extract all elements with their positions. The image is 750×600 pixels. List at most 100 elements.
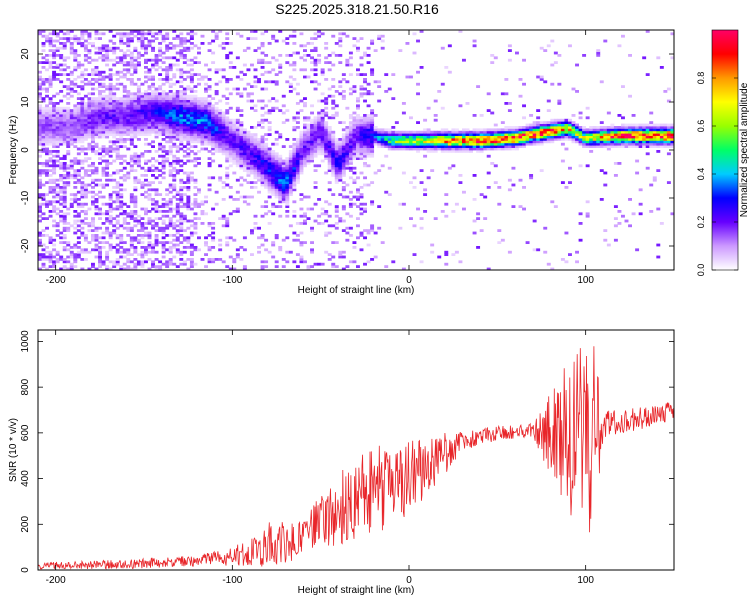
spectrogram-cell (278, 63, 283, 67)
spectrogram-cell (87, 224, 92, 228)
spectrogram-cell (320, 99, 325, 103)
spectrogram-cell (200, 210, 205, 213)
spectrogram-cell (83, 126, 88, 129)
spectrogram-cell (260, 87, 265, 91)
spectrogram-cell (405, 142, 410, 146)
spectrogram-cell (140, 102, 145, 105)
spectrogram-cell (274, 162, 279, 165)
spectrogram-cell (126, 99, 131, 103)
spectrogram-cell (211, 138, 216, 141)
spectrogram-cell (133, 97, 138, 100)
spectrogram-cell (147, 231, 152, 235)
spectrogram-cell (108, 85, 113, 88)
spectrogram-cell (356, 154, 360, 158)
spectrogram-cell (80, 258, 85, 261)
spectrogram-cell (228, 142, 233, 146)
spectrogram-cell (76, 106, 81, 110)
spectrogram-cell (101, 135, 106, 139)
spectrogram-cell (274, 166, 279, 170)
spectrogram-cell (147, 234, 152, 237)
spectrogram-cell (186, 219, 191, 223)
spectrogram-cell (165, 260, 170, 264)
spectrogram-cell (172, 123, 177, 127)
spectrogram-cell (207, 138, 212, 141)
spectrogram-cell (207, 135, 212, 139)
spectrogram-cell (168, 116, 173, 120)
spectrogram-cell (299, 162, 304, 165)
spectrogram-cell (186, 135, 191, 139)
spectrogram-cell (235, 198, 240, 201)
spectrogram-cell (129, 128, 134, 132)
spectrogram-cell (73, 198, 78, 201)
spectrogram-cell (267, 250, 272, 254)
spectrogram-cell (73, 135, 78, 139)
spectrogram-cell (52, 224, 57, 228)
spectrogram-cell (377, 85, 382, 88)
spectrogram-cell (48, 255, 53, 259)
spectrogram-cell (490, 140, 495, 144)
spectrogram-cell (55, 78, 60, 81)
spectrogram-cell (310, 145, 314, 148)
spectrogram-cell (476, 138, 481, 141)
spectrogram-cell (136, 116, 141, 120)
spectrogram-cell (200, 118, 205, 122)
spectrogram-cell (306, 267, 311, 271)
spectrogram-cell (334, 162, 339, 165)
spectrogram-cell (62, 133, 67, 136)
spectrogram-cell (136, 111, 141, 115)
spectrogram-cell (271, 174, 276, 177)
spectrogram-cell (119, 106, 124, 110)
spectrogram-cell (161, 97, 166, 100)
spectrogram-cell (281, 258, 286, 261)
spectrogram-cell (147, 236, 152, 240)
spectrogram-cell (250, 142, 254, 146)
spectrogram-cell (179, 253, 184, 256)
spectrogram-cell (363, 183, 367, 187)
spectrogram-cell (401, 111, 406, 115)
spectrogram-cell (179, 32, 184, 36)
spectrogram-cell (278, 166, 283, 170)
spectrogram-cell (228, 133, 233, 136)
spectrogram-cell (264, 70, 269, 74)
spectrogram-cell (412, 133, 417, 136)
spectrogram-cell (274, 193, 279, 196)
spectrogram-cell (352, 145, 357, 148)
spectrogram-cell (175, 202, 180, 206)
spectrogram-cell (271, 37, 276, 40)
spectrogram-cell (136, 260, 141, 264)
spectrogram-cell (398, 202, 403, 206)
spectrogram-cell (105, 150, 110, 153)
spectrogram-cell (539, 126, 544, 129)
spectrogram-cell (161, 39, 166, 43)
spectrogram-cell (158, 193, 163, 196)
spectrogram-cell (306, 147, 311, 151)
spectrogram-cell (52, 145, 57, 148)
spectrogram-cell (83, 159, 88, 163)
spectrogram-cell (161, 128, 166, 132)
spectrogram-cell (214, 37, 219, 40)
spectrogram-cell (80, 150, 85, 153)
spectrogram-cell (250, 166, 254, 170)
spectrogram-cell (69, 198, 74, 201)
spectrogram-cell (101, 121, 106, 124)
spectrogram-cell (366, 128, 371, 132)
spectrogram-cell (299, 99, 304, 103)
spectrogram-cell (59, 166, 64, 170)
spectrogram-cell (437, 135, 442, 139)
spectrogram-cell (55, 49, 60, 52)
spectrogram-cell (306, 159, 311, 163)
spectrogram-cell (271, 255, 276, 259)
spectrogram-cell (83, 30, 88, 33)
spectrogram-cell (239, 34, 244, 38)
spectrogram-cell (313, 46, 318, 50)
spectrogram-cell (151, 39, 155, 43)
spectrogram-cell (87, 61, 92, 64)
spectrogram-cell (568, 130, 572, 134)
spectrogram-cell (129, 195, 134, 199)
spectrogram-cell (571, 133, 576, 136)
spectrogram-cell (211, 236, 216, 240)
spectrogram-cell (356, 190, 360, 194)
spectrogram-cell (366, 154, 371, 158)
spectrogram-cell (405, 75, 410, 79)
spectrogram-cell (295, 162, 300, 165)
